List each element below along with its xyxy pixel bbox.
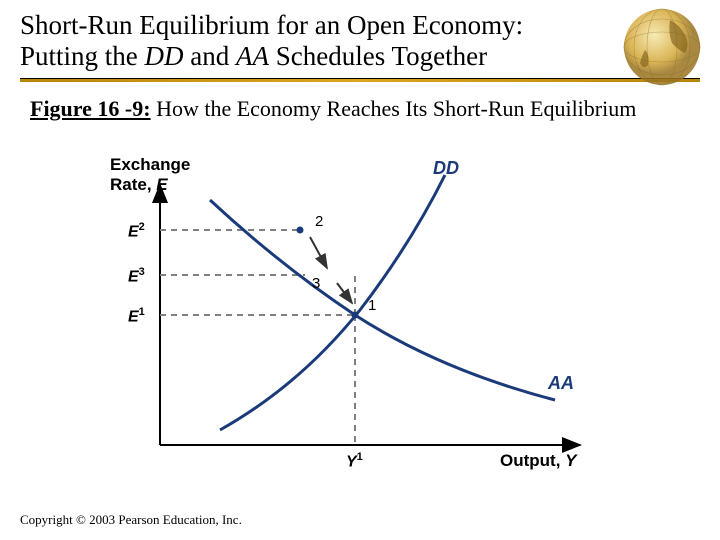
arrow-3-to-1 bbox=[337, 283, 352, 303]
point-3-label: 3 bbox=[312, 275, 320, 292]
economics-chart: Exchange Rate, E E2 E3 E1 Y1 DD AA 2 3 1… bbox=[100, 155, 620, 495]
slide-title: Short-Run Equilibrium for an Open Econom… bbox=[0, 0, 720, 72]
point-1-dot bbox=[352, 312, 359, 319]
tick-e2: E2 bbox=[128, 221, 145, 241]
y-axis-label: Exchange Rate, E bbox=[110, 155, 190, 195]
globe-decoration bbox=[620, 5, 705, 90]
tick-y1: Y1 bbox=[346, 451, 363, 471]
aa-label: AA bbox=[548, 373, 574, 394]
dd-curve bbox=[220, 175, 445, 430]
figure-caption: Figure 16 -9: How the Economy Reaches It… bbox=[30, 96, 690, 122]
figure-number: Figure 16 -9: bbox=[30, 96, 151, 121]
title-line-1: Short-Run Equilibrium for an Open Econom… bbox=[20, 10, 700, 41]
tick-e1: E1 bbox=[128, 306, 145, 326]
dd-label: DD bbox=[433, 158, 459, 179]
figure-text: How the Economy Reaches Its Short-Run Eq… bbox=[151, 96, 637, 121]
tick-e3: E3 bbox=[128, 266, 145, 286]
title-underline bbox=[20, 78, 700, 82]
point-2-dot bbox=[297, 227, 304, 234]
point-1-label: 1 bbox=[368, 297, 376, 314]
arrow-2-to-3 bbox=[310, 237, 327, 268]
point-2-label: 2 bbox=[315, 213, 323, 230]
copyright-text: Copyright © 2003 Pearson Education, Inc. bbox=[20, 512, 242, 528]
x-axis-label: Output, Y bbox=[500, 451, 577, 471]
title-line-2: Putting the DD and AA Schedules Together bbox=[20, 41, 700, 72]
